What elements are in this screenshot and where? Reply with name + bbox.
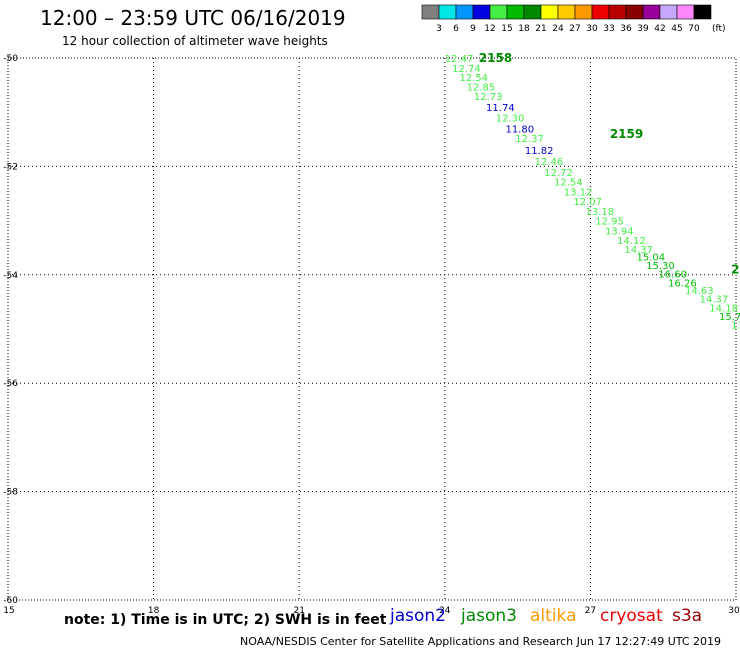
x-tick-label: 24 xyxy=(439,606,451,616)
satellite-altika: altika xyxy=(530,606,577,626)
footer-note: note: 1) Time is in UTC; 2) SWH is in fe… xyxy=(64,612,387,628)
wave-height-point: 12.85 xyxy=(467,83,496,94)
legend-swatch xyxy=(693,4,712,20)
satellite-cryosat: cryosat xyxy=(600,606,663,626)
legend-label: 70 xyxy=(688,24,700,34)
wave-height-point: 15.30 xyxy=(646,261,675,272)
wave-height-point: 11.82 xyxy=(525,146,554,157)
color-legend: 3 6 9 12 15 18 21 24 27 30 33 36 39 42 45 70 (ft) xyxy=(421,4,726,34)
legend-label: 27 xyxy=(569,24,580,34)
wave-height-point: 14.37 xyxy=(624,245,653,256)
wave-height-point: 17 xyxy=(731,321,740,332)
legend-unit: (ft) xyxy=(712,24,726,34)
legend-label: 24 xyxy=(552,24,564,34)
wave-height-point: 16.26 xyxy=(668,278,697,289)
legend-label: 9 xyxy=(470,24,476,34)
wave-height-point: 14.12 xyxy=(617,236,646,247)
wave-height-point: 12.30 xyxy=(496,114,525,125)
wave-height-point: 12.07 xyxy=(573,197,602,208)
wave-height-point: 12.74 xyxy=(452,64,481,75)
wave-height-point: 12.37 xyxy=(515,134,544,145)
wave-height-point: 14.63 xyxy=(685,286,714,297)
wave-height-point: 12.54 xyxy=(554,178,583,189)
x-tick-label: 21 xyxy=(293,606,304,616)
legend-label: 3 xyxy=(436,24,442,34)
wave-height-point: 12.46 xyxy=(535,157,564,168)
y-tick-label: -56 xyxy=(3,379,18,389)
time-label: 2159 xyxy=(610,127,643,141)
wave-height-point: 14.37 xyxy=(700,295,729,306)
legend-label: 30 xyxy=(586,24,598,34)
wave-height-point: 15.04 xyxy=(637,252,666,263)
satellite-s3a: s3a xyxy=(672,606,703,626)
wave-height-point: 13.18 xyxy=(586,207,615,218)
x-tick-label: 18 xyxy=(148,606,160,616)
x-tick-label: 27 xyxy=(585,606,596,616)
legend-label: 18 xyxy=(518,24,530,34)
time-label: 2158 xyxy=(479,51,512,65)
x-tick-label: 15 xyxy=(3,606,14,616)
legend-label: 42 xyxy=(654,24,665,34)
wave-height-point: 14.18 xyxy=(709,303,738,314)
legend-label: 39 xyxy=(637,24,649,34)
y-tick-label: -58 xyxy=(3,488,18,498)
wave-height-point: 12.73 xyxy=(474,92,503,103)
wave-height-point: 12.72 xyxy=(544,168,573,179)
satellite-jason2: jason2 xyxy=(390,606,446,626)
chart-subtitle: 12 hour collection of altimeter wave hei… xyxy=(62,34,328,48)
y-tick-label: -60 xyxy=(3,596,18,606)
y-tick-label: -52 xyxy=(3,162,18,172)
legend-label: 36 xyxy=(620,24,632,34)
legend-label: 15 xyxy=(501,24,512,34)
wave-height-point: 12.47 xyxy=(445,54,474,65)
wave-height-point: 13.12 xyxy=(564,187,593,198)
x-tick-label: 30 xyxy=(728,606,740,616)
wave-height-point: 12.54 xyxy=(459,73,488,84)
satellite-jason3: jason3 xyxy=(461,606,517,626)
plot-frame xyxy=(7,57,737,601)
chart-title: 12:00 – 23:59 UTC 06/16/2019 xyxy=(40,6,346,30)
legend-label: 33 xyxy=(603,24,614,34)
wave-height-point: 12.95 xyxy=(595,217,624,228)
legend-label: 45 xyxy=(671,24,682,34)
wave-height-point: 11.74 xyxy=(486,103,515,114)
wave-height-point: 13.94 xyxy=(605,226,634,237)
legend-label: 6 xyxy=(453,24,459,34)
y-tick-label: -54 xyxy=(3,271,18,281)
y-tick-label: -50 xyxy=(3,54,18,64)
wave-height-point: 11.80 xyxy=(505,124,534,135)
wave-height-point: 16.60 xyxy=(658,270,687,281)
footer-credit: NOAA/NESDIS Center for Satellite Applica… xyxy=(240,635,722,648)
legend-label: 12 xyxy=(484,24,495,34)
legend-label: 21 xyxy=(535,24,546,34)
wave-height-point: 15.7 xyxy=(719,312,740,323)
time-label: 22 xyxy=(731,262,740,276)
